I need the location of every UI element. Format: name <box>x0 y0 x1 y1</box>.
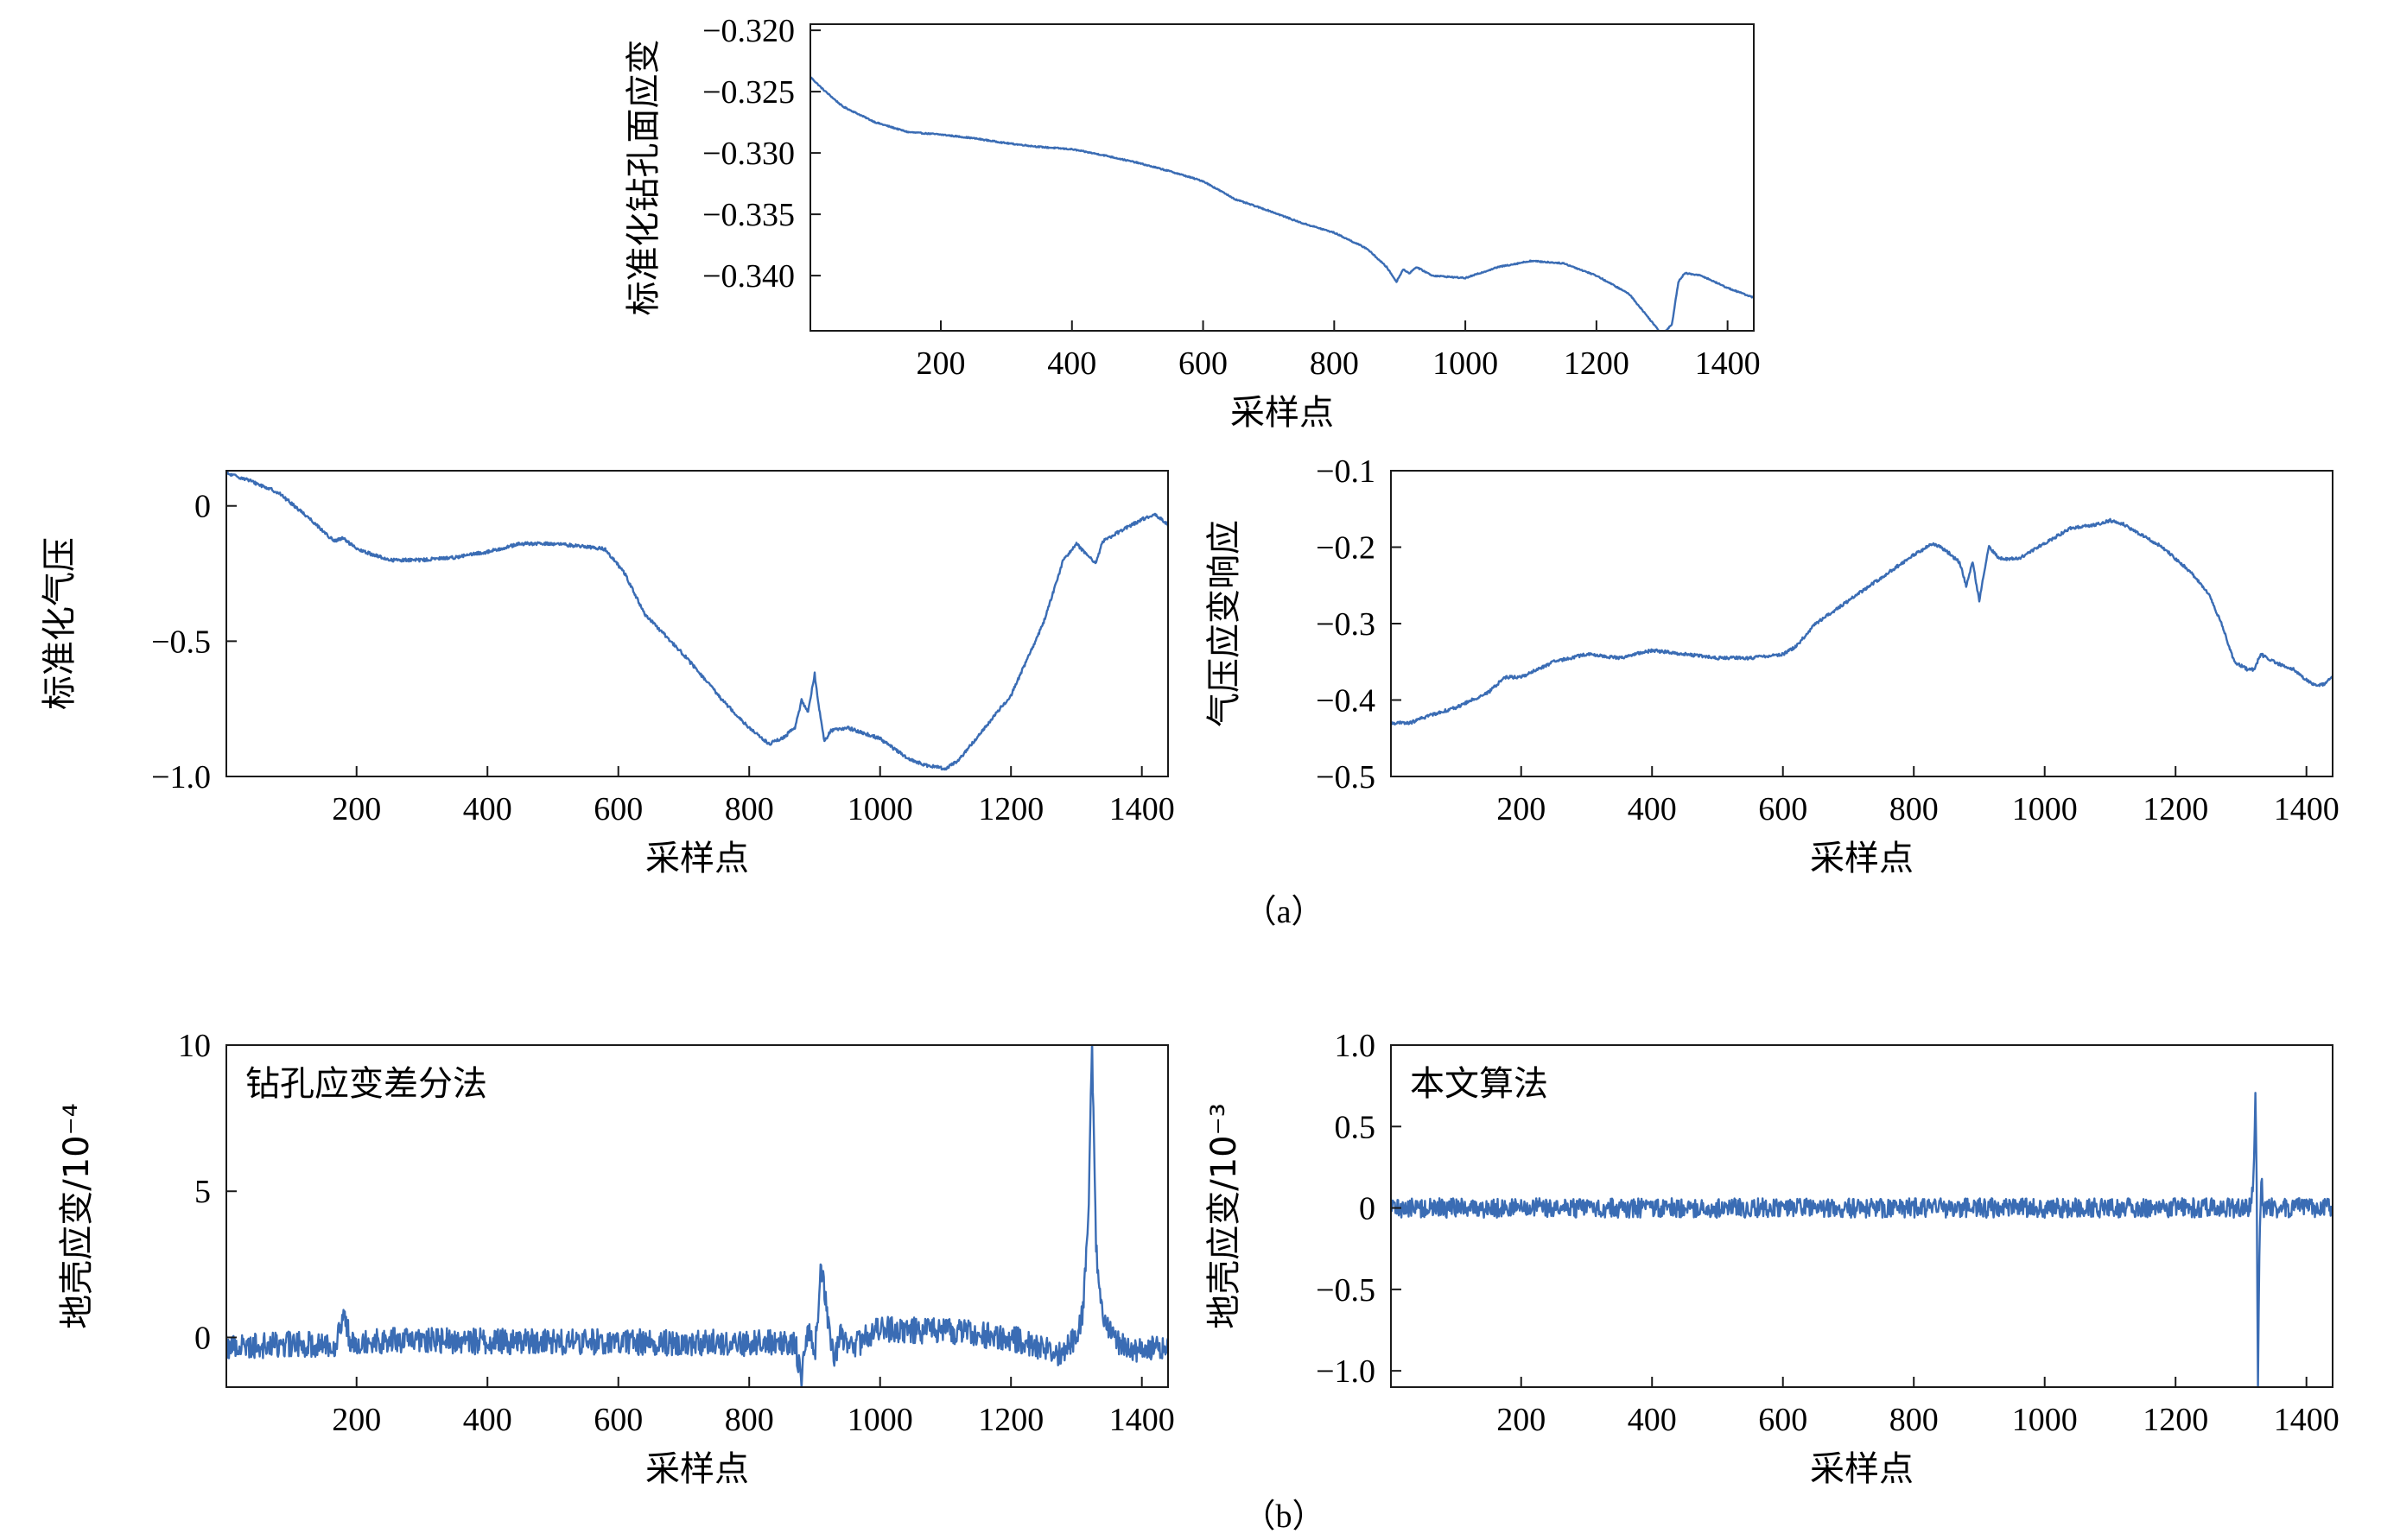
y-axis-label: 标准化钻孔面应变 <box>624 40 664 316</box>
plot-frame <box>1390 1044 2333 1388</box>
x-tick-label: 1000 <box>2012 791 2078 827</box>
y-tick-label: −0.320 <box>702 13 795 49</box>
x-tick-label: 1000 <box>848 1402 913 1438</box>
y-tick-label: −1.0 <box>151 759 211 795</box>
x-tick-label: 1000 <box>1432 345 1498 382</box>
x-tick-label: 200 <box>332 1402 381 1438</box>
series-line <box>810 76 1754 331</box>
y-axis-label: 地壳应变/10⁻³ <box>1204 1103 1244 1329</box>
x-tick-label: 1200 <box>1564 345 1629 382</box>
x-axis-label: 采样点 <box>1810 1449 1914 1489</box>
y-tick-label: 0 <box>1359 1191 1375 1227</box>
y-tick-label: −0.1 <box>1316 453 1375 490</box>
x-tick-label: 600 <box>594 791 643 827</box>
x-tick-label: 1000 <box>2012 1402 2078 1438</box>
panel-label-a: （a） <box>1244 894 1324 930</box>
y-tick-label: 0 <box>194 1320 211 1356</box>
x-axis-label: 采样点 <box>1810 839 1914 878</box>
method-annotation: 钻孔应变差分法 <box>245 1064 487 1104</box>
y-tick-label: −0.3 <box>1316 606 1375 643</box>
x-tick-label: 600 <box>1758 791 1807 827</box>
y-tick-label: −0.5 <box>1316 759 1375 795</box>
chart-pressure-strain-response: 200 400 600 800 1000 1200 1400 −0.5 −0.4 −0.3 −0.2… <box>1204 453 2340 878</box>
series-line <box>226 471 1168 771</box>
x-tick-label: 1200 <box>978 791 1044 827</box>
y-tick-label: −0.5 <box>151 624 211 660</box>
x-tick-label: 1200 <box>2143 1402 2208 1438</box>
y-axis-label: 标准化气压 <box>40 537 79 710</box>
x-tick-label: 600 <box>1758 1402 1807 1438</box>
y-tick-label: −1.0 <box>1316 1353 1375 1390</box>
x-tick-label: 800 <box>725 1402 774 1438</box>
x-tick-label: 1400 <box>2274 791 2340 827</box>
y-tick-label: −0.335 <box>702 197 795 233</box>
y-axis-label: 气压应变响应 <box>1204 520 1244 727</box>
series-line <box>226 1045 1168 1387</box>
x-tick-label: 400 <box>1047 345 1096 382</box>
chart-proposed-algorithm: 200 400 600 800 1000 1200 1400 −1.0 −0.5 0 0.5 1.0 采… <box>1204 1028 2340 1489</box>
x-tick-label: 1400 <box>1109 791 1175 827</box>
x-tick-label: 400 <box>1628 1402 1677 1438</box>
x-tick-label: 600 <box>1178 345 1228 382</box>
x-tick-label: 200 <box>1496 791 1546 827</box>
series-line <box>1391 1092 2333 1387</box>
x-tick-label: 400 <box>463 1402 512 1438</box>
y-tick-label: −0.325 <box>702 74 795 111</box>
x-tick-label: 800 <box>1889 1402 1939 1438</box>
y-tick-label: −0.340 <box>702 258 795 295</box>
y-tick-label: 0 <box>194 489 211 525</box>
y-tick-label: −0.5 <box>1316 1272 1375 1309</box>
x-tick-label: 1200 <box>2143 791 2208 827</box>
x-tick-label: 200 <box>1496 1402 1546 1438</box>
plot-frame <box>225 1044 1169 1388</box>
x-tick-label: 400 <box>1628 791 1677 827</box>
x-tick-label: 600 <box>594 1402 643 1438</box>
y-tick-label: 5 <box>194 1174 211 1210</box>
x-tick-label: 400 <box>463 791 512 827</box>
x-tick-label: 1400 <box>1695 345 1761 382</box>
x-tick-label: 800 <box>1889 791 1939 827</box>
x-axis-label: 采样点 <box>1230 393 1334 433</box>
plot-frame <box>810 23 1755 332</box>
x-axis-label: 采样点 <box>645 1449 749 1489</box>
x-tick-label: 1200 <box>978 1402 1044 1438</box>
x-axis-label: 采样点 <box>645 839 749 878</box>
x-tick-label: 1400 <box>2274 1402 2340 1438</box>
y-tick-label: −0.330 <box>702 136 795 172</box>
y-tick-label: −0.2 <box>1316 530 1375 567</box>
series-line <box>1391 517 2333 726</box>
method-annotation: 本文算法 <box>1410 1064 1548 1104</box>
y-tick-label: 10 <box>178 1028 211 1064</box>
x-tick-label: 800 <box>725 791 774 827</box>
x-tick-label: 200 <box>917 345 966 382</box>
y-tick-label: −0.4 <box>1316 683 1375 719</box>
x-tick-label: 800 <box>1310 345 1359 382</box>
chart-normalized-air-pressure: 200 400 600 800 1000 1200 1400 −1.0 −0.5 0 采样点 标准化气… <box>40 470 1175 878</box>
chart-borehole-strain-difference: 200 400 600 800 1000 1200 1400 0 5 10 采样点 地壳应变/10⁻⁴… <box>57 1028 1175 1489</box>
x-tick-label: 1400 <box>1109 1402 1175 1438</box>
y-axis-label: 地壳应变/10⁻⁴ <box>57 1103 97 1329</box>
y-tick-label: 1.0 <box>1335 1028 1376 1064</box>
plot-frame <box>225 470 1169 777</box>
chart-normalized-borehole-areal-strain: 200 400 600 800 1000 1200 1400 −0.340 −0.335 −0.3… <box>624 13 1761 433</box>
panel-label-b: （b） <box>1242 1499 1324 1535</box>
y-tick-label: 0.5 <box>1335 1109 1376 1145</box>
plot-frame <box>1390 470 2333 777</box>
x-tick-label: 1000 <box>848 791 913 827</box>
x-tick-label: 200 <box>332 791 381 827</box>
